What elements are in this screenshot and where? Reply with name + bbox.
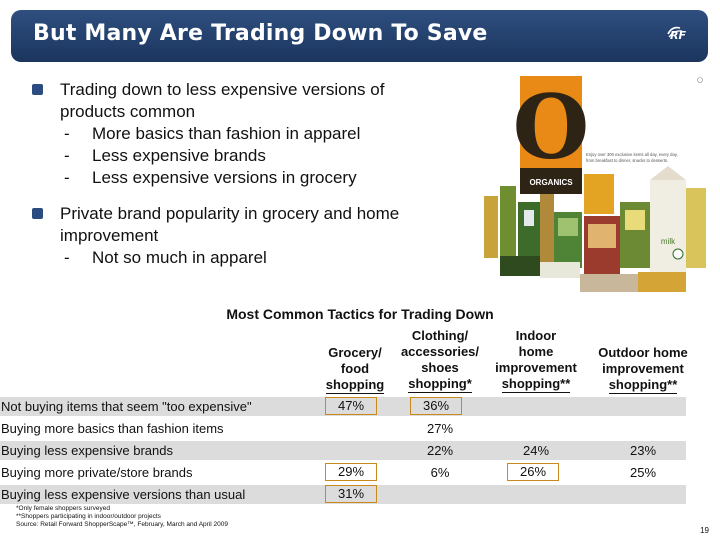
sub-bullet-text: Less expensive versions in grocery xyxy=(92,168,357,187)
header-line: shopping xyxy=(325,377,385,394)
column-header-outdoor: Outdoor home improvement shopping** xyxy=(590,345,696,394)
header-line: shopping** xyxy=(501,376,571,393)
bullet-2-line-1: Private brand popularity in grocery and … xyxy=(60,204,400,223)
bullet-1-line-2: products common xyxy=(60,102,196,121)
row-label: Buying more private/store brands xyxy=(1,465,193,480)
column-header-clothing: Clothing/ accessories/ shoes shopping* xyxy=(392,328,488,393)
page-number: 19 xyxy=(700,526,709,535)
bullet-square-icon xyxy=(32,84,43,95)
table-row: Not buying items that seem "too expensiv… xyxy=(0,397,686,416)
organics-tagline-2: from breakfast to dinner, snacks to dess… xyxy=(586,158,668,163)
footnote: Source: Retail Forward ShopperScape™, Fe… xyxy=(16,521,228,528)
row-label: Not buying items that seem "too expensiv… xyxy=(1,399,252,414)
sub-bullet: - More basics than fashion in apparel xyxy=(64,124,361,143)
sub-bullet-text: More basics than fashion in apparel xyxy=(92,124,361,143)
bullet-1-line-1: Trading down to less expensive versions … xyxy=(60,80,385,99)
row-value-indoor: 24% xyxy=(522,443,550,458)
row-value-clothing: 22% xyxy=(426,443,454,458)
row-label: Buying more basics than fashion items xyxy=(1,421,224,436)
row-value-grocery: 31% xyxy=(325,485,377,503)
row-value-grocery: 29% xyxy=(325,463,377,481)
header-line: food xyxy=(340,361,370,376)
row-value-clothing: 36% xyxy=(410,397,462,415)
bullet-list: Trading down to less expensive versions … xyxy=(28,79,458,269)
row-value-clothing: 27% xyxy=(426,421,454,436)
sub-bullet-text: Not so much in apparel xyxy=(92,248,267,267)
row-value-outdoor: 23% xyxy=(629,443,657,458)
table-title: Most Common Tactics for Trading Down xyxy=(226,306,494,322)
table-row: Buying more basics than fashion items 27… xyxy=(0,419,686,438)
organics-big-letter: O xyxy=(513,76,590,179)
bullet-square-icon xyxy=(32,208,43,219)
slide-title: But Many Are Trading Down To Save xyxy=(33,21,488,46)
bullet-1: Trading down to less expensive versions … xyxy=(28,79,458,123)
milk-carton-label: milk xyxy=(661,237,676,246)
header-line: shoes xyxy=(421,360,459,375)
table-row: Buying more private/store brands 29% 6% … xyxy=(0,463,686,482)
organics-tagline-1: Enjoy over 300 exclusive items all day, … xyxy=(586,152,678,157)
rf-logo-mark-icon xyxy=(667,26,683,38)
sub-bullet-text: Less expensive brands xyxy=(92,146,266,165)
sub-bullet: - Not so much in apparel xyxy=(64,248,267,267)
table-row: Buying less expensive brands 22% 24% 23% xyxy=(0,441,686,460)
header-line: improvement xyxy=(602,361,684,376)
header-line: accessories/ xyxy=(400,344,480,359)
table-row: Buying less expensive versions than usua… xyxy=(0,485,686,504)
column-header-grocery: Grocery/ food shopping xyxy=(313,345,397,394)
header-line: Clothing/ xyxy=(411,328,469,343)
sub-bullet: - Less expensive versions in grocery xyxy=(64,168,357,187)
organics-brand: ORGANICS xyxy=(529,178,573,187)
header-line: shopping* xyxy=(408,376,472,393)
organics-product-photo: O ORGANICS Enjoy over 300 exclusive item… xyxy=(480,75,707,296)
row-label: Buying less expensive versions than usua… xyxy=(1,487,246,502)
row-value-indoor: 26% xyxy=(507,463,559,481)
footnotes: *Only female shoppers surveyed **Shopper… xyxy=(16,505,228,529)
header-line: Outdoor home xyxy=(598,345,688,360)
sub-bullet: - Less expensive brands xyxy=(64,146,266,165)
bullet-2-line-2: improvement xyxy=(60,226,159,245)
header-line: Indoor xyxy=(515,328,557,343)
rf-logo: RF xyxy=(666,26,688,46)
header-line: improvement xyxy=(495,360,577,375)
header-line: Grocery/ xyxy=(328,345,382,360)
footnote: *Only female shoppers surveyed xyxy=(16,505,110,512)
title-bar: But Many Are Trading Down To Save RF xyxy=(11,10,708,62)
row-label: Buying less expensive brands xyxy=(1,443,173,458)
header-line: shopping** xyxy=(608,377,678,394)
row-value-clothing: 6% xyxy=(430,465,450,480)
footnote: **Shoppers participating in indoor/outdo… xyxy=(16,513,161,520)
row-value-outdoor: 25% xyxy=(629,465,657,480)
row-value-grocery: 47% xyxy=(325,397,377,415)
header-line: home xyxy=(518,344,554,359)
rf-logo-text: RF xyxy=(670,29,686,42)
column-header-indoor: Indoor home improvement shopping** xyxy=(486,328,586,393)
bullet-2: Private brand popularity in grocery and … xyxy=(28,203,458,247)
